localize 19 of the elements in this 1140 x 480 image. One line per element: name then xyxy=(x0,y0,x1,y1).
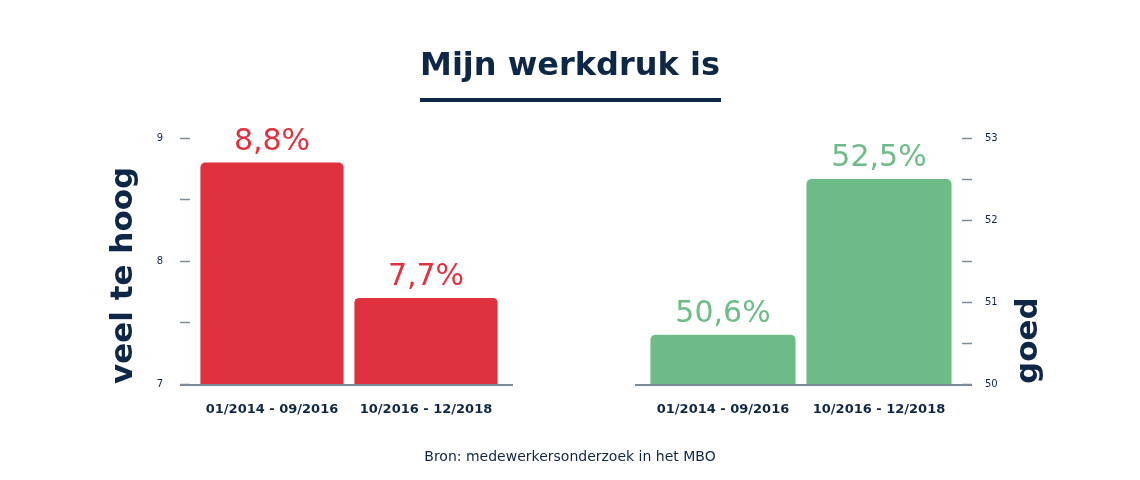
y2-axis-title: goed xyxy=(1008,297,1044,384)
text: Bron: medewerkersonderzoek in het MBO xyxy=(424,447,716,466)
y2-tick-label: 51 xyxy=(985,295,998,307)
y2-tick-label: 53 xyxy=(985,131,998,143)
x-tick-label: 10/2016 - 12/2018 xyxy=(812,401,946,417)
y2-tick-label: 52 xyxy=(985,213,998,225)
data-label: 50,6% xyxy=(675,293,771,329)
data-label: 7,7% xyxy=(387,256,465,292)
y-tick-label: 9 xyxy=(156,131,163,143)
data-label: 52,5% xyxy=(831,138,927,173)
y-tick-label: 7 xyxy=(156,377,163,389)
y-axis-title: veel te hoog xyxy=(103,166,139,384)
y2-tick-label: 50 xyxy=(985,377,998,389)
x-tick-label: 01/2014 - 09/2016 xyxy=(656,401,790,417)
y-tick-label: 8 xyxy=(156,254,163,266)
chart-title: Mijn werkdruk is xyxy=(420,44,720,84)
x-tick-label: 01/2014 - 09/2016 xyxy=(205,401,339,417)
data-label: 8,8% xyxy=(233,121,311,157)
x-tick-label: 10/2016 - 12/2018 xyxy=(359,401,493,417)
